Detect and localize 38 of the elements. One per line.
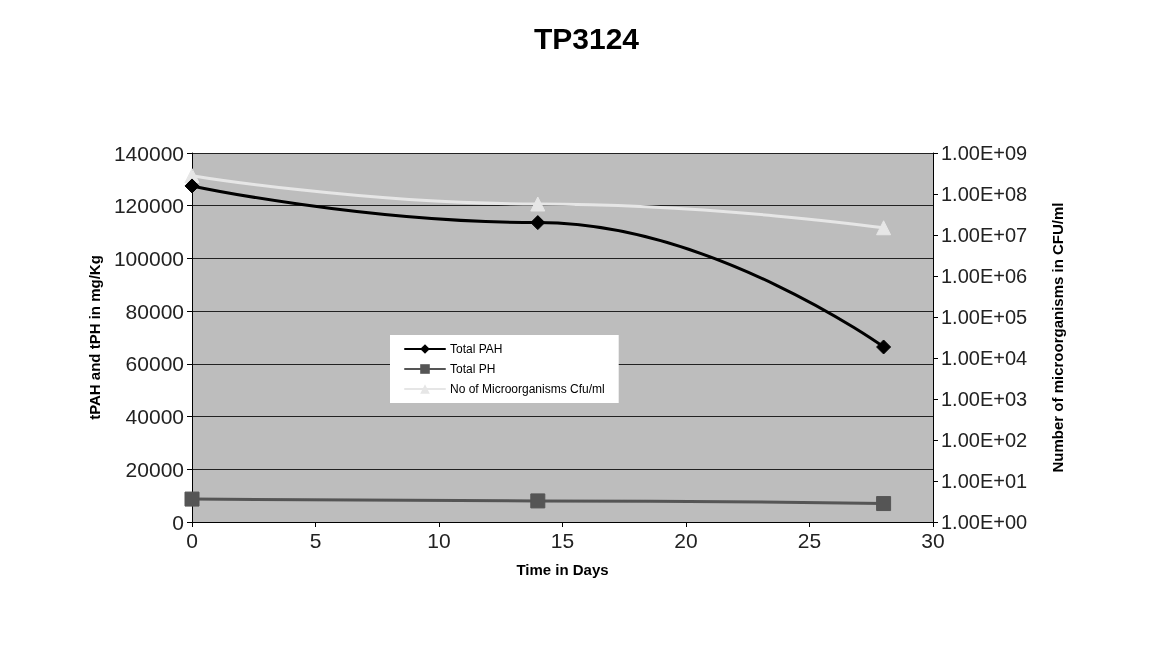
x-tick-label: 20 xyxy=(674,529,698,552)
point xyxy=(184,491,200,507)
point xyxy=(530,196,546,212)
y2-tick-label: 1.00E+04 xyxy=(941,347,1028,369)
y2-tick-label: 1.00E+05 xyxy=(941,306,1028,328)
x-tick-label: 0 xyxy=(186,529,198,552)
legend-label: No of Microorganisms Cfu/ml xyxy=(450,382,605,396)
y2-tick-label: 1.00E+06 xyxy=(941,265,1028,287)
y2-axis-title: Number of microorganisms in CFU/ml xyxy=(1048,202,1066,473)
x-tick-label: 15 xyxy=(550,529,575,552)
y-tick-label: 80000 xyxy=(125,299,184,323)
y-tick-label: 140000 xyxy=(113,141,184,165)
y2-tick-label: 1.00E+01 xyxy=(941,470,1028,492)
point xyxy=(876,496,892,512)
point xyxy=(184,178,200,194)
y2-tick-label: 1.00E+09 xyxy=(941,142,1028,164)
y-tick-label: 60000 xyxy=(125,352,184,376)
point xyxy=(530,493,546,509)
y-axis-title: tPAH and tPH in mg/Kg xyxy=(85,255,103,420)
legend-label: Total PH xyxy=(450,362,496,376)
point xyxy=(530,215,546,231)
y-tick-label: 0 xyxy=(172,510,184,534)
y-tick-label: 20000 xyxy=(125,457,184,481)
point xyxy=(876,339,892,355)
y-tick-label: 100000 xyxy=(113,246,184,270)
y-tick-label: 120000 xyxy=(113,194,184,218)
y2-tick-label: 1.00E+08 xyxy=(941,183,1028,205)
point xyxy=(876,220,892,236)
x-tick-label: 25 xyxy=(797,529,822,552)
y2-tick-label: 1.00E+03 xyxy=(941,388,1028,410)
chart-title: TP3124 xyxy=(533,21,640,55)
x-tick-label: 5 xyxy=(309,529,322,552)
x-axis-title: Time in Days xyxy=(516,561,609,578)
y2-tick-label: 1.00E+07 xyxy=(941,224,1028,246)
x-tick-label: 10 xyxy=(427,529,451,552)
legend-label: Total PAH xyxy=(450,342,503,356)
y2-tick-label: 1.00E+02 xyxy=(941,429,1028,451)
y-tick-label: 40000 xyxy=(125,405,184,429)
